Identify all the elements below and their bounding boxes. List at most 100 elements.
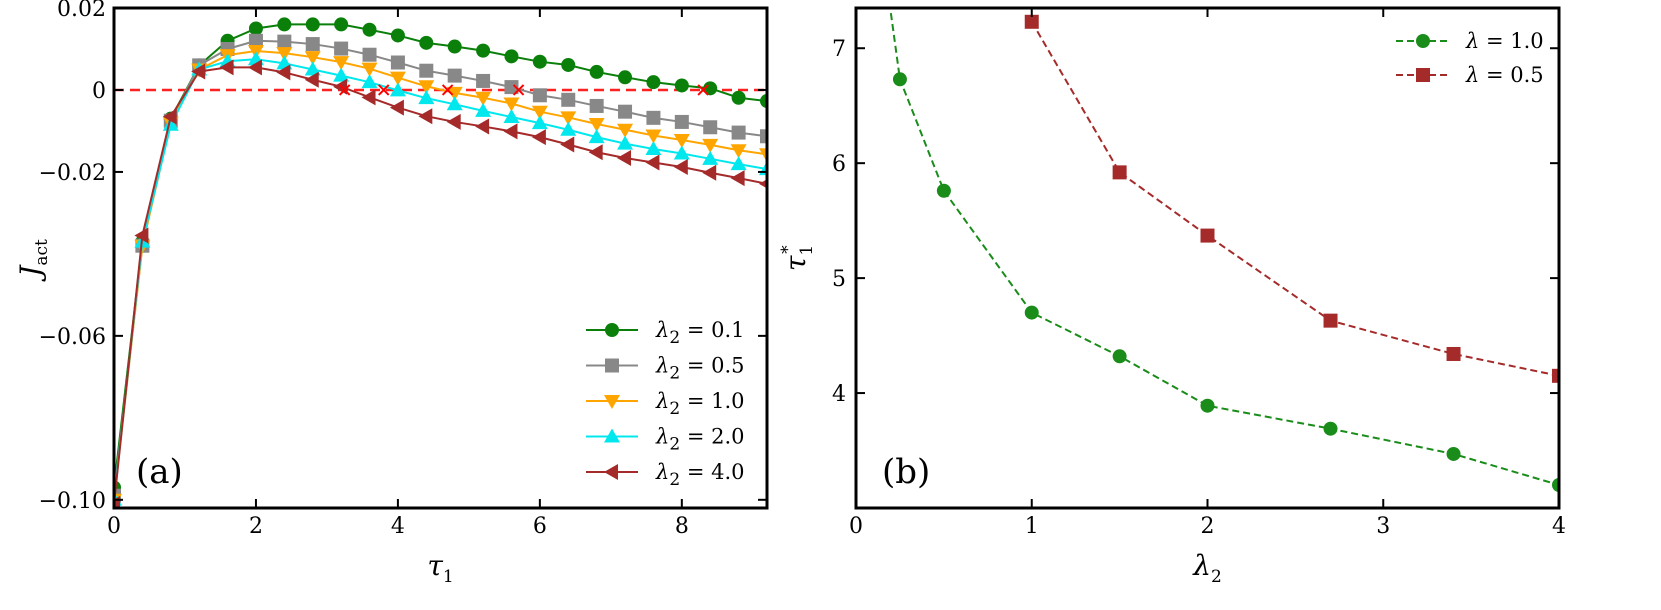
data-point	[390, 55, 405, 70]
legend-entry: λ2 = 0.1	[586, 318, 744, 348]
data-point	[730, 156, 747, 171]
panel-label-b: (b)	[882, 452, 930, 492]
data-point	[759, 179, 767, 189]
x-tick-label: 0	[849, 514, 863, 539]
data-point	[191, 63, 206, 80]
series-line	[114, 50, 767, 500]
y-tick-label: −0.02	[39, 161, 106, 186]
legend-marker	[605, 323, 619, 337]
series-b-0	[889, 8, 1559, 493]
data-point	[560, 136, 575, 153]
panel-b-plot-area	[889, 8, 1559, 493]
data-point	[276, 64, 291, 81]
data-point	[504, 80, 519, 95]
x-tick-label: 2	[1201, 514, 1215, 539]
legend-marker	[1416, 68, 1430, 82]
legend-a: λ2 = 0.1 λ2 = 0.5 λ2 = 1.0 λ2 = 2.0 λ2 = 4.0	[586, 318, 744, 490]
data-point	[504, 49, 519, 64]
data-point	[447, 39, 462, 54]
data-point	[617, 135, 634, 150]
y-tick-label: −0.10	[39, 489, 106, 514]
data-point	[162, 116, 179, 131]
data-point	[531, 115, 548, 130]
y-tick-label: 0.02	[57, 0, 106, 22]
data-point	[531, 129, 546, 146]
data-point	[703, 120, 718, 135]
data-point	[419, 63, 434, 78]
data-point	[560, 111, 577, 126]
y-tick-label: −0.06	[39, 325, 106, 350]
legend-entry: λ = 1.0	[1396, 29, 1544, 53]
data-point	[361, 62, 378, 77]
x-tick-label: 6	[533, 514, 547, 539]
legend-marker	[604, 464, 618, 480]
data-point	[447, 68, 462, 83]
legend-b: λ = 1.0 λ = 0.5	[1396, 29, 1544, 87]
data-point	[617, 150, 632, 166]
data-point	[731, 125, 746, 140]
legend-label: λ = 0.5	[1465, 63, 1544, 87]
y-tick-label: 4	[832, 382, 846, 407]
data-point	[276, 47, 293, 62]
x-tick-label: 3	[1376, 514, 1390, 539]
data-point	[503, 109, 520, 124]
data-point	[589, 98, 604, 113]
data-point	[892, 72, 907, 87]
data-point	[419, 35, 434, 50]
data-point	[277, 17, 292, 32]
panel-b-background	[856, 8, 1559, 508]
crossing-marker	[338, 84, 351, 96]
legend-entry: λ = 0.5	[1396, 63, 1544, 87]
data-point	[304, 51, 321, 66]
data-point	[248, 33, 263, 48]
data-point	[333, 56, 350, 71]
data-point	[588, 117, 605, 132]
y-tick-label: 5	[832, 267, 846, 292]
data-point	[1112, 349, 1127, 364]
data-point	[389, 99, 404, 116]
data-point	[674, 114, 689, 129]
legend-label: λ2 = 0.1	[655, 318, 744, 348]
x-tick-label: 4	[391, 514, 405, 539]
data-point	[333, 67, 350, 82]
data-point	[645, 154, 660, 171]
data-point	[248, 21, 263, 36]
data-point	[760, 94, 767, 109]
data-point	[1446, 446, 1461, 461]
data-point	[334, 17, 349, 32]
panel-a-background	[114, 8, 767, 508]
legend-entry: λ2 = 0.5	[586, 354, 744, 384]
y-tick-label: 6	[832, 152, 846, 177]
data-point	[362, 47, 377, 62]
x-tick-label: 1	[1025, 514, 1039, 539]
data-point	[305, 17, 320, 32]
legend-marker	[1416, 34, 1430, 48]
data-point	[674, 78, 689, 93]
data-point	[219, 59, 234, 76]
x-tick-label: 8	[675, 514, 689, 539]
data-point	[1024, 14, 1039, 29]
data-point	[390, 28, 405, 43]
data-point	[618, 70, 633, 85]
data-point	[532, 54, 547, 69]
panel-label-a: (a)	[136, 452, 183, 492]
legend-label: λ = 1.0	[1465, 29, 1544, 53]
legend-marker	[605, 358, 619, 373]
series-b-1	[1024, 14, 1559, 383]
series-a-3	[114, 51, 767, 506]
x-axis-label: λ2	[1192, 549, 1222, 587]
data-point	[673, 159, 688, 176]
data-point	[389, 71, 406, 86]
data-point	[561, 57, 576, 72]
crossing-marker	[441, 84, 454, 96]
data-point	[418, 80, 435, 95]
data-point	[418, 90, 435, 105]
panel-a-plot-area	[114, 17, 767, 508]
legend-label: λ2 = 0.5	[655, 354, 744, 384]
data-point	[589, 64, 604, 79]
data-point	[247, 59, 262, 76]
data-point	[673, 145, 690, 160]
legend-entry: λ2 = 2.0	[586, 425, 744, 455]
data-point	[503, 97, 520, 112]
